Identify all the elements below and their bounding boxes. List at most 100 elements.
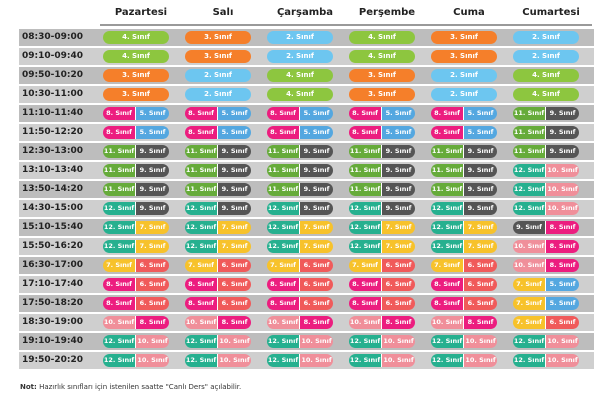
class-cell: 4. Sınıf <box>103 50 169 63</box>
class-pill: 4. Sınıf <box>349 50 415 63</box>
class-cell: 8. Sınıf 5. Sınıf <box>431 126 497 139</box>
schedule-row: 08:30-09:00 4. Sınıf 3. Sınıf 2. Sınıf 4. Sı… <box>19 29 594 46</box>
class-cell: 3. Sınıf <box>185 31 251 44</box>
class-pill-left: 12. Sınıf <box>431 202 464 215</box>
class-pill-right: 9. Sınıf <box>136 164 169 177</box>
class-pill-right: 6. Sınıf <box>464 297 497 310</box>
class-pill-left: 8. Sınıf <box>349 297 382 310</box>
time-slot: 15:10-15:40 <box>22 222 84 232</box>
class-pill-right: 6. Sınıf <box>546 316 579 329</box>
class-cell: 8. Sınıf 6. Sınıf <box>349 297 415 310</box>
class-cell: 2. Sınıf <box>185 69 251 82</box>
class-pill-left: 12. Sınıf <box>267 335 300 348</box>
class-pill-left: 12. Sınıf <box>267 202 300 215</box>
class-pill-left: 8. Sınıf <box>185 107 218 120</box>
class-pill-left: 10. Sınıf <box>185 316 218 329</box>
class-pill-right: 7. Sınıf <box>300 221 333 234</box>
class-pill-right: 9. Sınıf <box>464 202 497 215</box>
class-cell: 8. Sınıf 5. Sınıf <box>185 126 251 139</box>
time-slot: 12:30-13:00 <box>22 146 84 156</box>
class-cell: 8. Sınıf 6. Sınıf <box>103 278 169 291</box>
class-cell: 12. Sınıf 10. Sınıf <box>349 335 415 348</box>
time-slot: 18:30-19:00 <box>22 317 84 327</box>
class-pill-right: 6. Sınıf <box>382 297 415 310</box>
class-pill-left: 12. Sınıf <box>103 354 136 367</box>
class-pill-right: 9. Sınıf <box>382 145 415 158</box>
class-cell: 8. Sınıf 5. Sınıf <box>349 107 415 120</box>
class-pill-left: 8. Sınıf <box>267 278 300 291</box>
class-cell: 12. Sınıf 10. Sınıf <box>513 335 579 348</box>
class-pill-left: 12. Sınıf <box>349 240 382 253</box>
day-header-6: Cumartesi <box>510 0 592 26</box>
class-cell: 4. Sınıf <box>267 88 333 101</box>
class-pill: 3. Sınıf <box>349 88 415 101</box>
class-pill-left: 8. Sınıf <box>267 126 300 139</box>
class-cell: 8. Sınıf 6. Sınıf <box>431 297 497 310</box>
class-cell: 2. Sınıf <box>513 31 579 44</box>
class-pill: 4. Sınıf <box>103 50 169 63</box>
class-pill-right: 6. Sınıf <box>300 297 333 310</box>
class-pill-left: 7. Sınıf <box>349 259 382 272</box>
class-pill-right: 7. Sınıf <box>218 221 251 234</box>
class-cell: 11. Sınıf 9. Sınıf <box>349 183 415 196</box>
class-pill-left: 8. Sınıf <box>103 126 136 139</box>
class-cell: 11. Sınıf 9. Sınıf <box>267 145 333 158</box>
schedule-row: 16:30-17:00 7. Sınıf 6. Sınıf 7. Sınıf 6. Sı… <box>19 257 594 274</box>
class-cell: 12. Sınıf 7. Sınıf <box>431 240 497 253</box>
schedule-row: 14:30-15:00 12. Sınıf 9. Sınıf 12. Sınıf 9. … <box>19 200 594 217</box>
class-pill-left: 12. Sınıf <box>185 221 218 234</box>
class-cell: 11. Sınıf 9. Sınıf <box>431 164 497 177</box>
class-pill-left: 11. Sınıf <box>267 145 300 158</box>
class-pill-right: 5. Sınıf <box>300 126 333 139</box>
class-pill-left: 12. Sınıf <box>431 354 464 367</box>
schedule-row: 13:10-13:40 11. Sınıf 9. Sınıf 11. Sınıf 9. … <box>19 162 594 179</box>
time-slot: 09:50-10:20 <box>22 70 84 80</box>
class-pill-left: 9. Sınıf <box>513 221 546 234</box>
class-cell: 12. Sınıf 7. Sınıf <box>267 221 333 234</box>
class-pill-right: 9. Sınıf <box>464 183 497 196</box>
class-pill-left: 12. Sınıf <box>431 335 464 348</box>
class-pill-right: 9. Sınıf <box>546 145 579 158</box>
class-pill: 3. Sınıf <box>431 50 497 63</box>
class-cell: 7. Sınıf 6. Sınıf <box>103 259 169 272</box>
class-pill-left: 12. Sınıf <box>185 202 218 215</box>
class-cell: 12. Sınıf 10. Sınıf <box>513 354 579 367</box>
class-pill-right: 8. Sınıf <box>136 316 169 329</box>
class-cell: 12. Sınıf 9. Sınıf <box>349 202 415 215</box>
class-pill-right: 6. Sınıf <box>382 259 415 272</box>
class-pill-left: 10. Sınıf <box>513 259 546 272</box>
class-cell: 2. Sınıf <box>267 31 333 44</box>
class-cell: 12. Sınıf 10. Sınıf <box>267 335 333 348</box>
class-pill-left: 10. Sınıf <box>103 316 136 329</box>
class-pill-left: 8. Sınıf <box>103 278 136 291</box>
class-pill-right: 9. Sınıf <box>218 145 251 158</box>
class-cell: 11. Sınıf 9. Sınıf <box>513 126 579 139</box>
class-cell: 11. Sınıf 9. Sınıf <box>513 107 579 120</box>
class-cell: 11. Sınıf 9. Sınıf <box>431 183 497 196</box>
class-pill-right: 10. Sınıf <box>546 183 579 196</box>
class-cell: 8. Sınıf 6. Sınıf <box>267 297 333 310</box>
schedule-row: 13:50-14:20 11. Sınıf 9. Sınıf 11. Sınıf 9. … <box>19 181 594 198</box>
class-cell: 7. Sınıf 6. Sınıf <box>185 259 251 272</box>
class-cell: 8. Sınıf 5. Sınıf <box>267 107 333 120</box>
class-pill-left: 8. Sınıf <box>349 278 382 291</box>
class-pill-left: 11. Sınıf <box>185 183 218 196</box>
class-cell: 8. Sınıf 6. Sınıf <box>267 278 333 291</box>
class-cell: 12. Sınıf 7. Sınıf <box>185 240 251 253</box>
class-pill-left: 8. Sınıf <box>431 107 464 120</box>
class-pill-right: 9. Sınıf <box>464 164 497 177</box>
class-pill-right: 10. Sınıf <box>382 354 415 367</box>
class-cell: 11. Sınıf 9. Sınıf <box>103 145 169 158</box>
time-slot: 13:10-13:40 <box>22 165 84 175</box>
footnote: Not: Hazırlık sınıfları için istenilen s… <box>20 383 241 391</box>
class-cell: 8. Sınıf 5. Sınıf <box>185 107 251 120</box>
class-pill-left: 8. Sınıf <box>267 297 300 310</box>
class-pill-right: 6. Sınıf <box>218 278 251 291</box>
class-pill-right: 7. Sınıf <box>300 240 333 253</box>
class-pill-right: 6. Sınıf <box>136 278 169 291</box>
time-slot: 14:30-15:00 <box>22 203 84 213</box>
time-slot: 17:50-18:20 <box>22 298 84 308</box>
class-pill-left: 11. Sınıf <box>513 107 546 120</box>
schedule-row: 10:30-11:00 3. Sınıf 2. Sınıf 4. Sınıf 3. Sı… <box>19 86 594 103</box>
class-pill: 3. Sınıf <box>185 31 251 44</box>
